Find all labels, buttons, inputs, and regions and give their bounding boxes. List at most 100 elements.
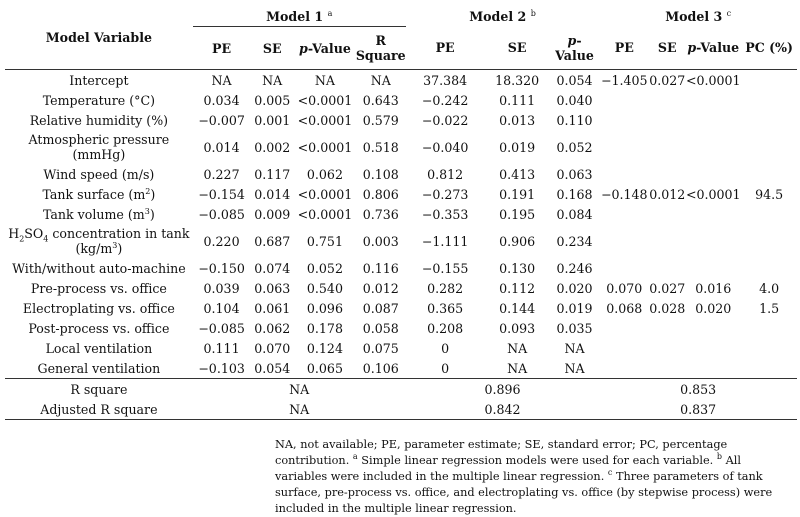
- header-m1-pvalue: p-Value: [299, 40, 351, 56]
- table-row: Local ventilation 0.111 0.070 0.124 0.07…: [5, 338, 797, 358]
- variable-name: Tank volume (m3): [42, 206, 155, 222]
- cell: −0.103: [198, 360, 245, 376]
- header-row-models: Model Variable Model 1 a Model 2 b Model…: [5, 6, 797, 45]
- table-row: Temperature (°C) 0.034 0.005 <0.0001 0.6…: [5, 90, 797, 110]
- cell: [685, 338, 741, 358]
- cell: −0.273: [421, 186, 469, 202]
- cell: 0.687: [254, 233, 291, 249]
- table-row: Electroplating vs. office 0.104 0.061 0.…: [5, 298, 797, 318]
- variable-name: Intercept: [5, 69, 193, 90]
- table-row: Intercept NA NA NA NA 37.384 18.320 0.05…: [5, 69, 797, 90]
- cell: [685, 90, 741, 110]
- cell: 37.384: [405, 69, 485, 90]
- cell: 0.052: [556, 139, 593, 155]
- cell: NA: [564, 360, 585, 376]
- cell: 0.012: [649, 186, 686, 202]
- cell: 0.111: [499, 92, 536, 108]
- cell: [599, 224, 649, 258]
- header-m1-pe: PE: [212, 40, 232, 56]
- cell: 0.906: [499, 233, 536, 249]
- cell: 0.736: [362, 206, 399, 222]
- table-row: Pre-process vs. office 0.039 0.063 0.540…: [5, 278, 797, 298]
- cell: 0.012: [362, 280, 399, 296]
- variable-name: Temperature (°C): [42, 92, 156, 108]
- variable-name: Relative humidity (%): [29, 112, 169, 128]
- variable-name: Wind speed (m/s): [43, 166, 155, 182]
- header-m3-pc: PC (%): [745, 40, 793, 56]
- cell: 0: [441, 340, 450, 356]
- table-footnotes: NA, not available; PE, parameter estimat…: [275, 438, 773, 515]
- summary-m3: 0.853: [599, 378, 797, 399]
- cell: 1.5: [759, 300, 780, 316]
- cell: 0.518: [362, 139, 399, 155]
- cell: −0.154: [198, 186, 245, 202]
- table-row: Tank surface (m2) −0.154 0.014 <0.0001 0…: [5, 184, 797, 204]
- cell: 0.227: [203, 166, 240, 182]
- cell: [649, 164, 685, 184]
- cell: <0.0001: [297, 206, 353, 222]
- cell: 0.065: [306, 360, 343, 376]
- cell: 0.208: [427, 320, 464, 336]
- cell: −1.405: [599, 69, 650, 90]
- cell: 0.052: [306, 260, 343, 276]
- variable-name: General ventilation: [37, 360, 161, 376]
- cell: 4.0: [759, 280, 780, 296]
- header-m2-se: SE: [507, 40, 527, 56]
- cell: 94.5: [755, 186, 784, 202]
- cell: 0.034: [203, 92, 240, 108]
- variable-name: With/without auto-machine: [12, 260, 186, 276]
- variable-name: Electroplating vs. office: [22, 300, 175, 316]
- cell: 0.806: [362, 186, 399, 202]
- cell: NA: [355, 69, 406, 90]
- header-m1-rsquare: R Square: [355, 33, 406, 63]
- cell: 0.579: [362, 112, 399, 128]
- cell: 0.106: [362, 360, 399, 376]
- cell: <0.0001: [297, 186, 353, 202]
- cell: −0.353: [421, 206, 469, 222]
- cell: 0.096: [306, 300, 343, 316]
- cell: −0.155: [421, 260, 469, 276]
- header-row-columns: PE SE p-Value R Square PE SE p- Value PE S…: [5, 27, 797, 70]
- cell: [741, 358, 797, 379]
- cell: [649, 358, 685, 379]
- cell: NA: [507, 340, 528, 356]
- header-model-variable: Model Variable: [45, 30, 153, 45]
- cell: 0.246: [556, 260, 593, 276]
- summary-m2: 0.896: [405, 378, 600, 399]
- cell: [649, 204, 685, 224]
- summary-m1: NA: [192, 378, 406, 399]
- cell: [685, 130, 741, 164]
- cell: NA: [250, 69, 295, 90]
- cell: [685, 358, 741, 379]
- variable-name: Tank surface (m2): [42, 186, 156, 202]
- cell: 0.027: [649, 280, 686, 296]
- table-row: Relative humidity (%) −0.007 0.001 <0.00…: [5, 110, 797, 130]
- cell: 0.070: [254, 340, 291, 356]
- header-m3-pvalue: p-Value: [687, 40, 740, 56]
- cell: 0.009: [254, 206, 291, 222]
- cell: 0.016: [695, 280, 732, 296]
- cell: 0.028: [649, 300, 686, 316]
- cell: [741, 224, 797, 258]
- cell: [649, 224, 685, 258]
- cell: 0.110: [556, 112, 593, 128]
- cell: [741, 110, 797, 130]
- cell: 0.068: [606, 300, 643, 316]
- cell: [685, 318, 741, 338]
- cell: −0.040: [421, 139, 469, 155]
- cell: 0.282: [427, 280, 464, 296]
- cell: 0.019: [556, 300, 593, 316]
- variable-name: Post-process vs. office: [28, 320, 170, 336]
- header-model1: Model 1 a: [192, 6, 406, 27]
- header-model2: Model 2 b: [469, 8, 536, 24]
- cell: [741, 258, 797, 278]
- cell: 0.117: [254, 166, 291, 182]
- cell: 0.220: [203, 233, 240, 249]
- cell: [685, 110, 741, 130]
- cell: [649, 90, 685, 110]
- summary-label: R square: [5, 378, 193, 399]
- cell: <0.0001: [297, 92, 353, 108]
- cell: [741, 204, 797, 224]
- cell: −0.085: [198, 320, 245, 336]
- table-row: With/without auto-machine −0.150 0.074 0…: [5, 258, 797, 278]
